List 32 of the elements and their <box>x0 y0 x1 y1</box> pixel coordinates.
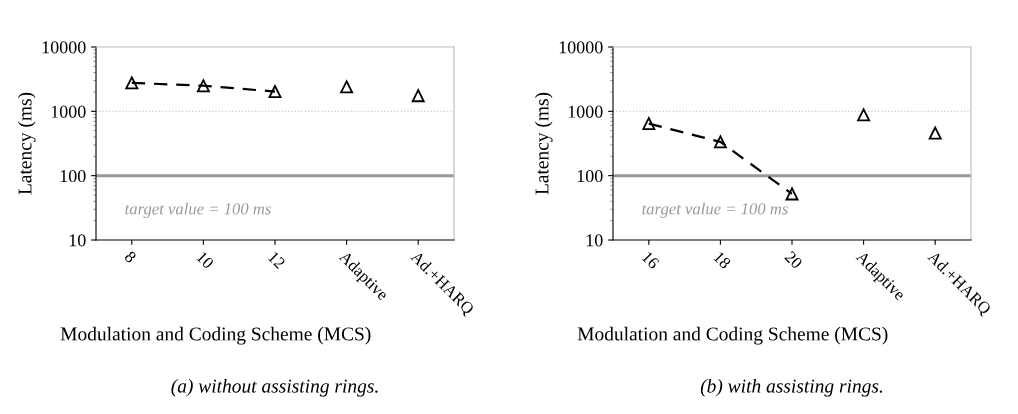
text: (b) with assisting rings. <box>700 378 883 397</box>
ref-line-label: target value = 100 ms <box>125 202 271 218</box>
x-axis-title: Modulation and Coding Scheme (MCS) <box>60 326 371 345</box>
y-tick-label: 1000 <box>568 105 603 118</box>
y-axis-title: Latency (ms) <box>534 92 553 195</box>
y-tick-label: 100 <box>60 169 86 183</box>
y-tick-label: 10 <box>69 234 86 247</box>
x-axis-title: Modulation and Coding Scheme (MCS) <box>577 326 888 345</box>
y-tick-label: 10 <box>586 234 603 247</box>
y-tick-label: 10000 <box>42 41 86 54</box>
point <box>713 135 727 149</box>
point <box>642 117 656 131</box>
point <box>268 85 282 99</box>
point <box>857 108 871 122</box>
x-tick-label: 16 <box>641 251 660 270</box>
ref-line-label: target value = 100 ms <box>642 202 788 218</box>
x-tick-label: 12 <box>267 251 286 270</box>
point <box>928 126 942 140</box>
point <box>340 80 354 94</box>
y-tick-label: 1000 <box>51 105 86 118</box>
x-tick-label: 20 <box>784 250 803 270</box>
x-tick-label: 10 <box>196 251 215 270</box>
x-tick-label: 18 <box>713 251 732 270</box>
y-axis-title: Latency (ms) <box>17 92 36 195</box>
y-tick-label: 100 <box>577 169 603 183</box>
x-tick-label: 8 <box>123 250 137 264</box>
text: (a) without assisting rings. <box>171 378 378 397</box>
point <box>785 187 799 201</box>
point <box>125 76 139 90</box>
point <box>196 79 210 93</box>
y-tick-label: 10000 <box>559 41 603 54</box>
point <box>411 89 425 103</box>
